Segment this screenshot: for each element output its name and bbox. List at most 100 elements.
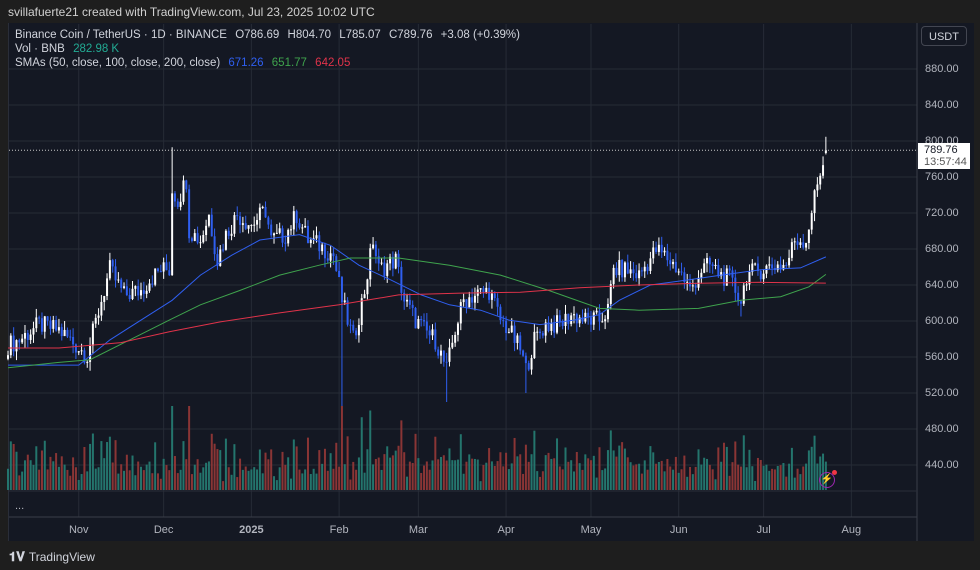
candle (403, 292, 406, 302)
time-tick-label: Feb (329, 524, 349, 536)
volume-bar (652, 452, 655, 490)
candle (69, 336, 72, 338)
candle (496, 298, 499, 307)
candle (114, 266, 117, 281)
candle (439, 350, 442, 356)
candle (202, 235, 205, 243)
volume-bar (807, 450, 810, 490)
volume-bar (355, 469, 358, 490)
volume-bar (601, 470, 604, 490)
volume-bar (564, 447, 567, 490)
volume-bar (403, 452, 406, 490)
volume-bar (326, 470, 329, 490)
candle (796, 241, 799, 245)
volume-bar (646, 469, 649, 490)
lightning-icon[interactable]: ⚡ (819, 470, 837, 488)
symbol-name[interactable]: Binance Coin / TetherUS · 1D · BINANCE (15, 29, 227, 41)
volume-bar (233, 444, 236, 490)
price-tick-label: 560.00 (925, 351, 959, 363)
volume-bar (278, 467, 281, 490)
volume-bar (748, 449, 751, 490)
candle (372, 244, 375, 249)
volume-bar (445, 460, 448, 490)
volume-bar (573, 471, 575, 490)
candle (176, 201, 179, 207)
candle (556, 315, 559, 333)
volume-bar (309, 474, 312, 490)
volume-bar (35, 446, 38, 490)
candle (40, 318, 43, 332)
candle (660, 244, 663, 253)
volume-bar (250, 469, 253, 490)
volume-bar (459, 434, 462, 490)
volume-bar (490, 461, 493, 490)
candle (239, 216, 242, 225)
candle (321, 244, 324, 252)
candle (819, 175, 822, 185)
candle (120, 279, 123, 288)
volume-bar (779, 465, 782, 490)
volume-bar (103, 458, 106, 490)
price-tick-label: 600.00 (925, 315, 959, 327)
volume-bar (482, 464, 485, 490)
volume-bar (558, 466, 561, 490)
price-tick-label: 480.00 (925, 423, 959, 435)
volume-bar (533, 430, 536, 490)
volume-bar (722, 442, 725, 490)
volume-bar (32, 464, 35, 490)
candle (205, 225, 208, 236)
volume-bar (822, 453, 825, 490)
volume-bar (219, 450, 222, 490)
volume-bar (728, 475, 731, 490)
chart-area[interactable] (8, 23, 974, 541)
volume-label[interactable]: Vol · BNB (15, 43, 65, 55)
candle (790, 242, 793, 258)
candle (573, 314, 575, 316)
candle (527, 363, 530, 370)
volume-bar (72, 457, 75, 490)
volume-bar (227, 467, 230, 490)
candle (380, 262, 383, 264)
tradingview-logo[interactable]: 𝟏𝐕 TradingView (9, 549, 95, 565)
volume-bar (264, 452, 267, 490)
volume-bar (428, 469, 431, 490)
candle (807, 229, 810, 243)
candle (267, 217, 270, 225)
volume-bar (547, 452, 550, 490)
time-tick-label: Aug (841, 524, 862, 536)
time-tick-label: Jul (756, 524, 771, 536)
volume-bar (725, 446, 728, 490)
volume-bar (383, 454, 386, 490)
candle (779, 264, 782, 270)
candle (649, 258, 652, 271)
volume-bar (148, 461, 151, 490)
volume-bar (380, 469, 383, 490)
candle (623, 262, 626, 278)
candle (782, 264, 785, 270)
volume-bar (790, 447, 793, 490)
candle (7, 355, 9, 359)
sma-label[interactable]: SMAs (50, close, 100, close, 200, close) (15, 57, 221, 69)
volume-bar (193, 464, 196, 490)
candle (734, 277, 737, 293)
volume-bar (179, 469, 182, 490)
currency-button[interactable]: USDT (921, 26, 967, 46)
volume-bar (544, 455, 547, 490)
volume-bar (66, 469, 69, 490)
more-indicators-button[interactable]: ... (15, 500, 25, 512)
candle (425, 321, 428, 331)
volume-bar (505, 452, 508, 490)
price-tick-label: 880.00 (925, 63, 959, 75)
candle (776, 264, 779, 271)
volume-bar (137, 461, 140, 490)
volume-bar (669, 466, 672, 490)
candle (91, 323, 94, 346)
candle (558, 315, 561, 323)
candle (63, 329, 66, 337)
volume-bar (165, 465, 168, 490)
price-tick-label: 720.00 (925, 207, 959, 219)
candle (52, 320, 55, 329)
candle (759, 271, 762, 280)
price-tick-label: 840.00 (925, 99, 959, 111)
